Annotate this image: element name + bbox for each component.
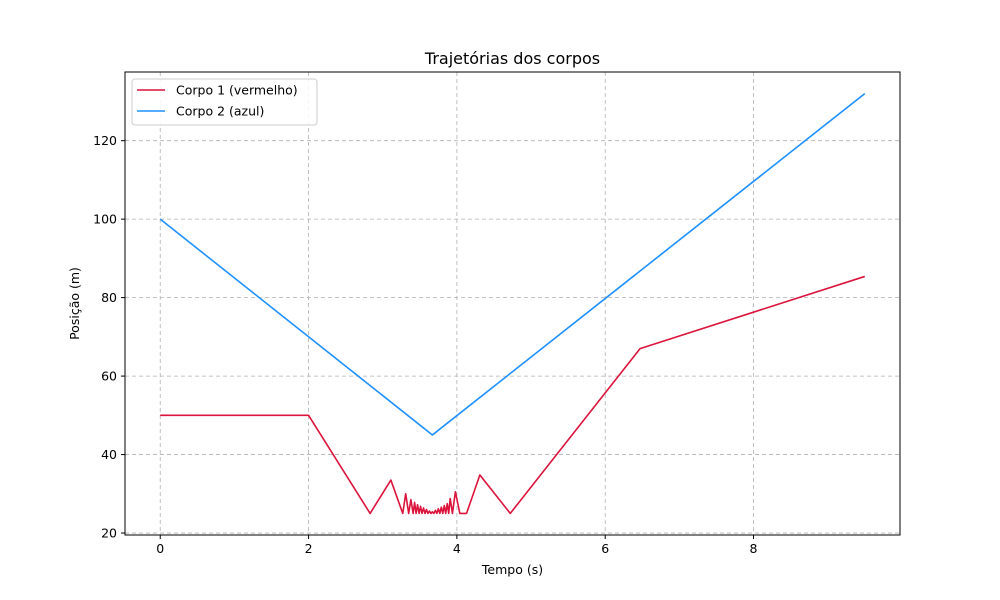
y-tick-label: 40	[101, 447, 117, 462]
y-tick-label: 20	[101, 526, 117, 541]
y-tick-label: 80	[101, 290, 117, 305]
ticks: 0 2 4 6 8 20 40 60 80 100 120	[93, 133, 757, 556]
series-line-corpo-1	[160, 275, 866, 515]
x-tick-label: 6	[601, 541, 609, 556]
series-lines	[159, 92, 866, 515]
x-tick-label: 2	[305, 541, 313, 556]
series-line-corpo-2	[159, 92, 866, 436]
chart-title: Trajetórias dos corpos	[424, 49, 600, 68]
x-tick-label: 4	[453, 541, 461, 556]
grid	[125, 72, 900, 535]
x-axis-label: Tempo (s)	[481, 562, 543, 577]
x-tick-label: 8	[750, 541, 758, 556]
y-tick-label: 100	[93, 212, 117, 227]
legend: Corpo 1 (vermelho) Corpo 2 (azul)	[131, 78, 318, 126]
legend-box	[131, 78, 318, 126]
x-tick-label: 0	[156, 541, 164, 556]
plot-frame	[124, 71, 901, 536]
y-tick-label: 120	[93, 133, 117, 148]
y-tick-label: 60	[101, 369, 117, 384]
y-axis-label: Posição (m)	[67, 267, 82, 340]
legend-label-corpo-2: Corpo 2 (azul)	[176, 104, 264, 119]
legend-label-corpo-1: Corpo 1 (vermelho)	[176, 83, 298, 98]
